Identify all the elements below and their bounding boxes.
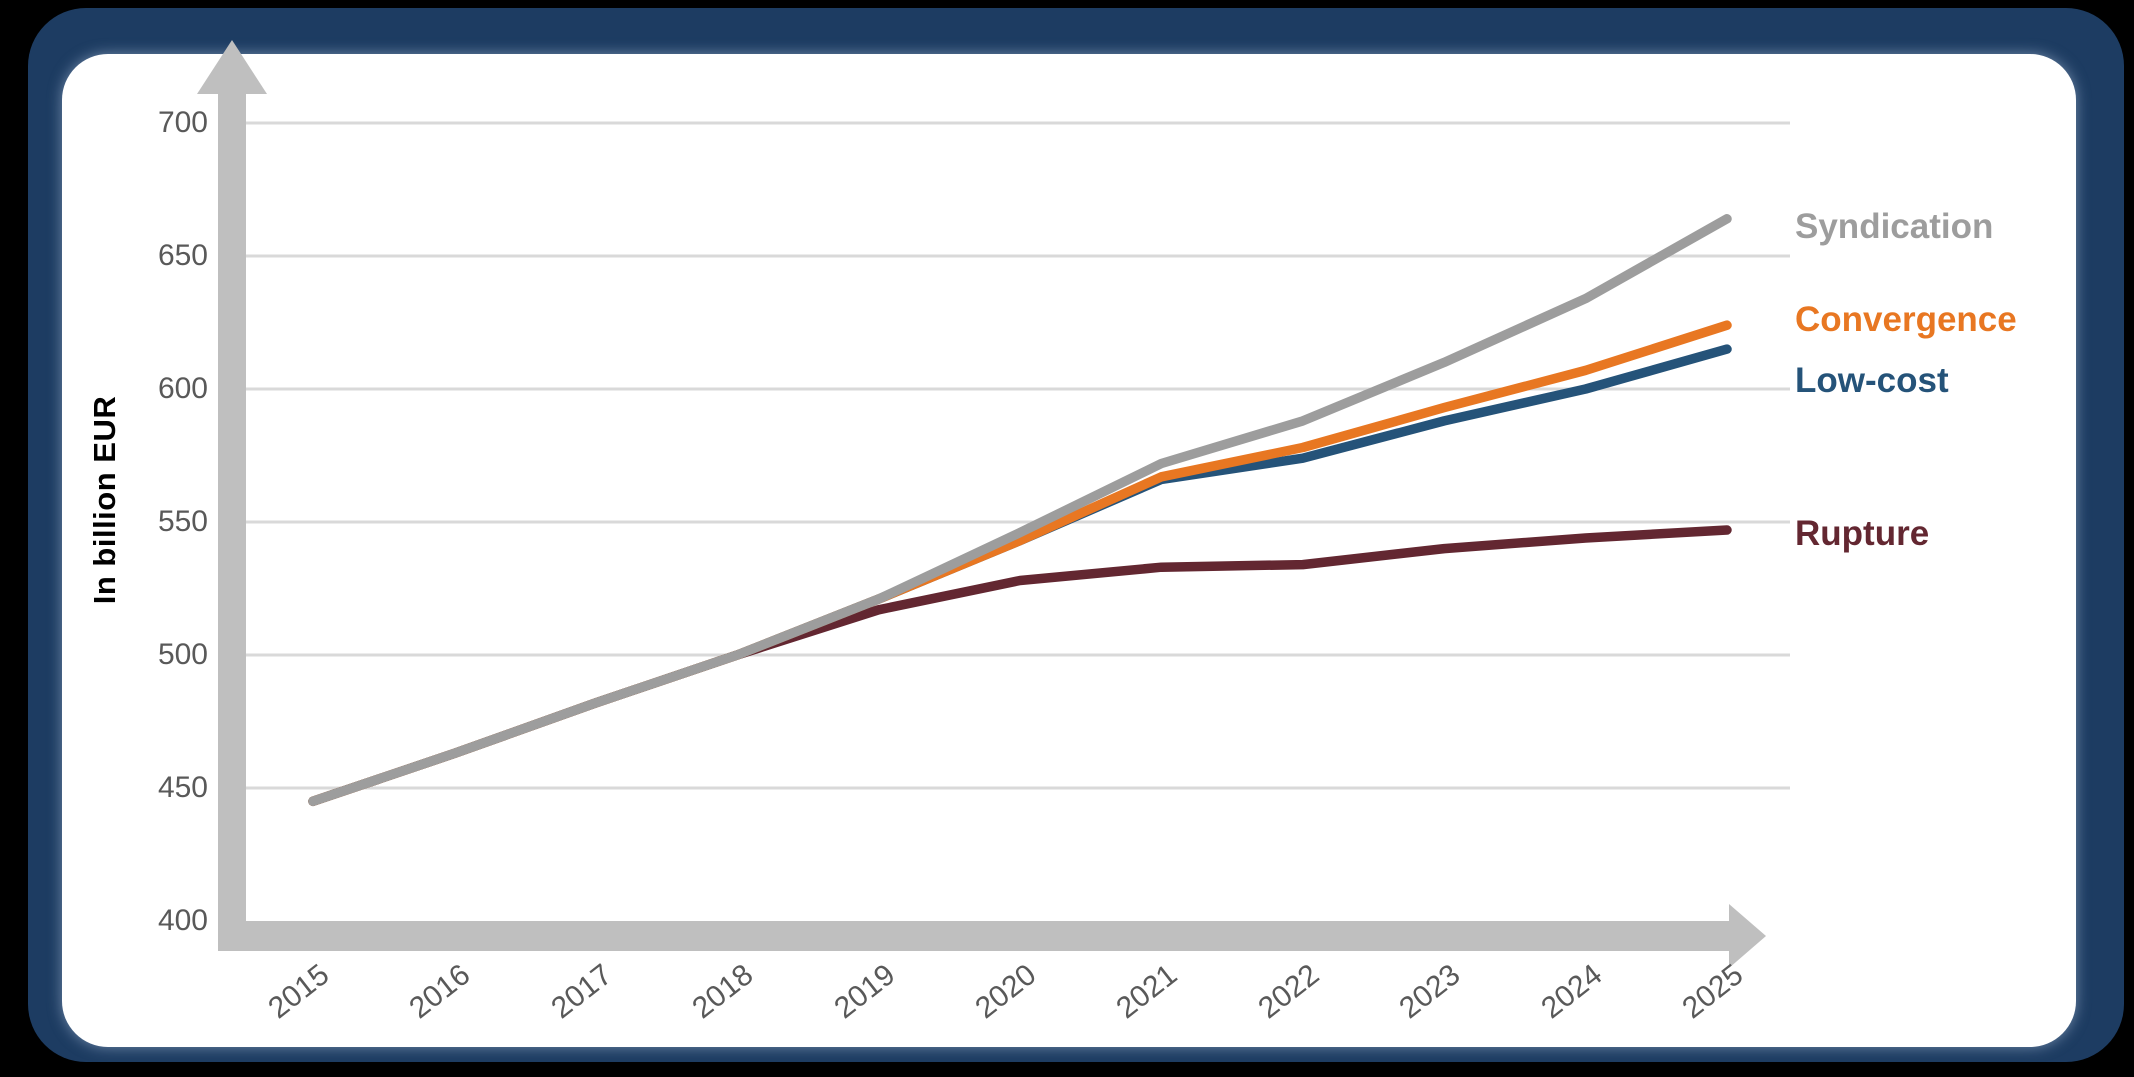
series-line-low-cost <box>308 344 1732 807</box>
x-axis-bar <box>218 921 1731 951</box>
y-axis-title: In billion EUR <box>87 395 122 605</box>
x-axis-arrow-icon <box>1729 904 1766 968</box>
series-line-rupture <box>308 525 1732 807</box>
y-axis-bar <box>218 88 246 951</box>
y-axis-arrow-icon <box>197 40 267 94</box>
series-line-syndication <box>308 214 1732 807</box>
chart-card <box>62 54 2076 1047</box>
